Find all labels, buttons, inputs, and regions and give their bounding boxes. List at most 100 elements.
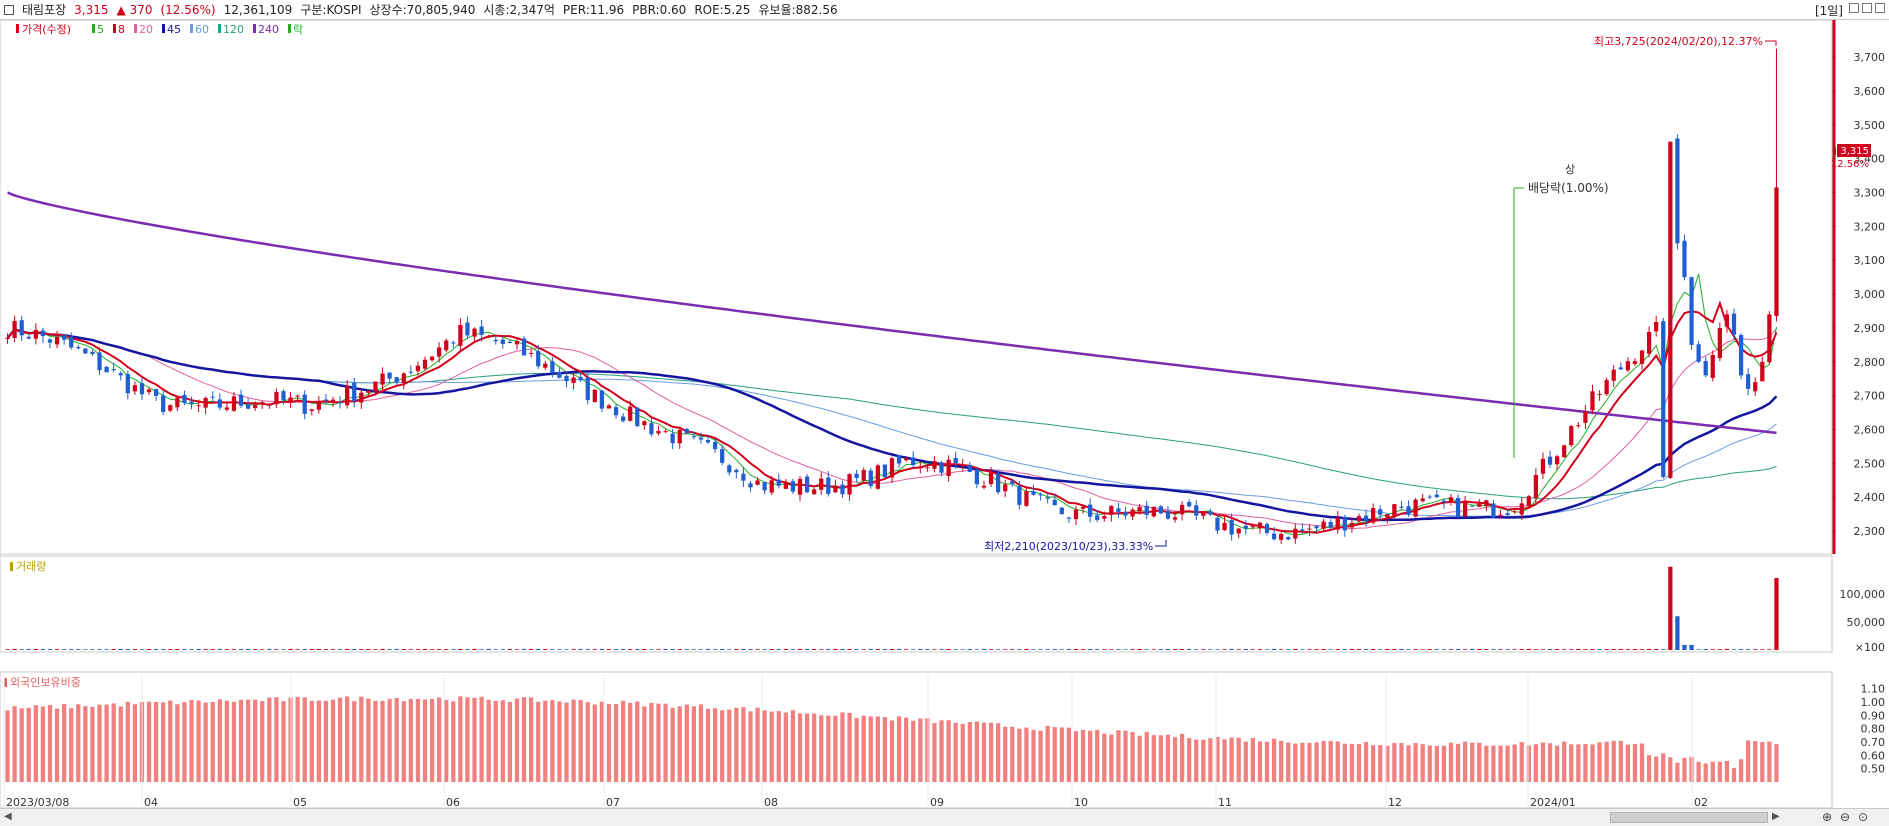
volume-bar [1512,649,1517,650]
foreign-bar [1470,742,1475,782]
volume-bar [97,649,102,650]
maximize-icon[interactable] [1862,3,1872,13]
candle-body [373,381,378,392]
volume-bar [1024,648,1029,650]
foreign-bar [1731,768,1737,782]
foreign-panel-title: 외국인보유비중 [10,676,81,689]
candle-body [1738,335,1744,376]
volume-bar [1533,649,1539,650]
candle-body [1158,506,1163,514]
foreign-bar [974,721,980,782]
foreign-bar [741,707,746,782]
foreign-bar [1187,738,1192,782]
x-tick-label: 2023/03/08 [6,796,69,808]
minimize-icon[interactable] [1849,3,1859,13]
volume-bar [911,649,916,650]
candle-body [1448,497,1454,502]
y-tick-label: 2,700 [1854,390,1886,403]
foreign-bar [868,716,873,782]
listed-shares: 상장수:70,805,940 [369,3,476,17]
candle-body [521,338,527,356]
foreign-bar [1498,745,1503,782]
foreign-bar [550,700,555,782]
candle-body [1335,517,1340,530]
foreign-bar [967,721,972,782]
foreign-bar [238,699,244,782]
foreign-bar [1286,742,1291,782]
volume-bar [1434,649,1439,650]
candle-body [1250,525,1255,527]
foreign-bar [1378,745,1383,782]
volume-bar [854,649,859,650]
date-x-axis: 2023/03/08 04 05 06 07 08 09 10 11 12 2024/01 02 [3,672,1708,808]
stock-chart[interactable]: 가격(수정) 5 8 20 45 60 120 240 락 2,3002,4002,5002,… [0,20,1889,808]
candle-body [281,391,286,401]
candle-body [1632,361,1638,364]
candle-body [967,465,972,472]
foreign-bar [804,713,810,782]
volume-bar [1314,649,1319,650]
candle-body [507,341,513,343]
volume-bar [1116,649,1121,650]
volume-bar [571,649,576,650]
volume-bar [755,649,760,650]
foreign-bar [330,699,336,782]
foreign-bar [621,700,626,782]
volume-bar [996,649,1001,650]
foreign-bar [1158,735,1163,782]
zoom-in-icon[interactable]: ⊕ [1822,810,1833,824]
candle-body [1279,534,1284,540]
chart-checkbox[interactable] [4,4,14,15]
foreign-bar [797,713,803,782]
candle-body [168,405,173,411]
foreign-bar [387,698,392,782]
volume-bar [521,648,527,650]
volume-bar [1710,649,1715,650]
foreign-bar [790,710,796,782]
timeframe-label[interactable]: [1일] [1814,4,1843,18]
foreign-bar [1080,729,1086,782]
foreign-bar [1300,742,1305,782]
foreign-bar [394,697,399,782]
volume-bar [649,649,654,650]
volume-bar [812,649,817,650]
volume-bar [698,649,704,650]
foreign-bar [224,700,230,782]
foreign-bar [1413,743,1418,782]
volume-bar [896,648,902,650]
scroll-left-icon[interactable]: ◀ [4,811,12,822]
chart-scrollbar[interactable]: ◀ ▶ ⊕ ⊖ ⊙ [0,808,1889,826]
candle-body [437,347,442,357]
volume-bar [302,649,307,650]
candle-body [97,352,102,371]
foreign-bar [111,703,116,782]
low-annotation: 최저2,210(2023/10/23),33.33% [984,540,1153,553]
scroll-thumb[interactable] [1610,812,1768,823]
volume-bar [444,649,449,650]
volume-bar [76,649,81,650]
volume-bar [1477,648,1482,650]
zoom-reset-icon[interactable]: ⊙ [1858,810,1869,824]
foreign-bar [472,697,477,782]
candle-body [1378,509,1383,515]
close-icon[interactable] [1875,3,1885,13]
foreign-bar [1363,742,1369,782]
zoom-out-icon[interactable]: ⊖ [1840,810,1851,824]
volume-bar [705,648,711,650]
foreign-bar [1257,741,1263,782]
foreign-bar [76,704,81,782]
foreign-legend-marker [4,678,7,687]
volume-bar [154,649,159,650]
foreign-bar [960,723,965,782]
candle-body [1229,519,1234,535]
volume-bar [613,649,619,650]
volume-bars [5,566,1779,650]
scroll-right-icon[interactable]: ▶ [1772,811,1780,822]
candle-body [847,474,852,495]
candle-body [1321,521,1326,529]
volume-bar [826,648,831,650]
volume-bar [217,648,222,650]
volume-bar [182,649,187,650]
price-tag-pct: 12.56% [1831,159,1869,170]
candle-body [585,377,590,401]
